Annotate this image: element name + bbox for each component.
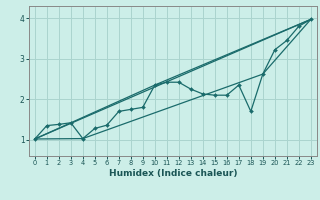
X-axis label: Humidex (Indice chaleur): Humidex (Indice chaleur) — [108, 169, 237, 178]
